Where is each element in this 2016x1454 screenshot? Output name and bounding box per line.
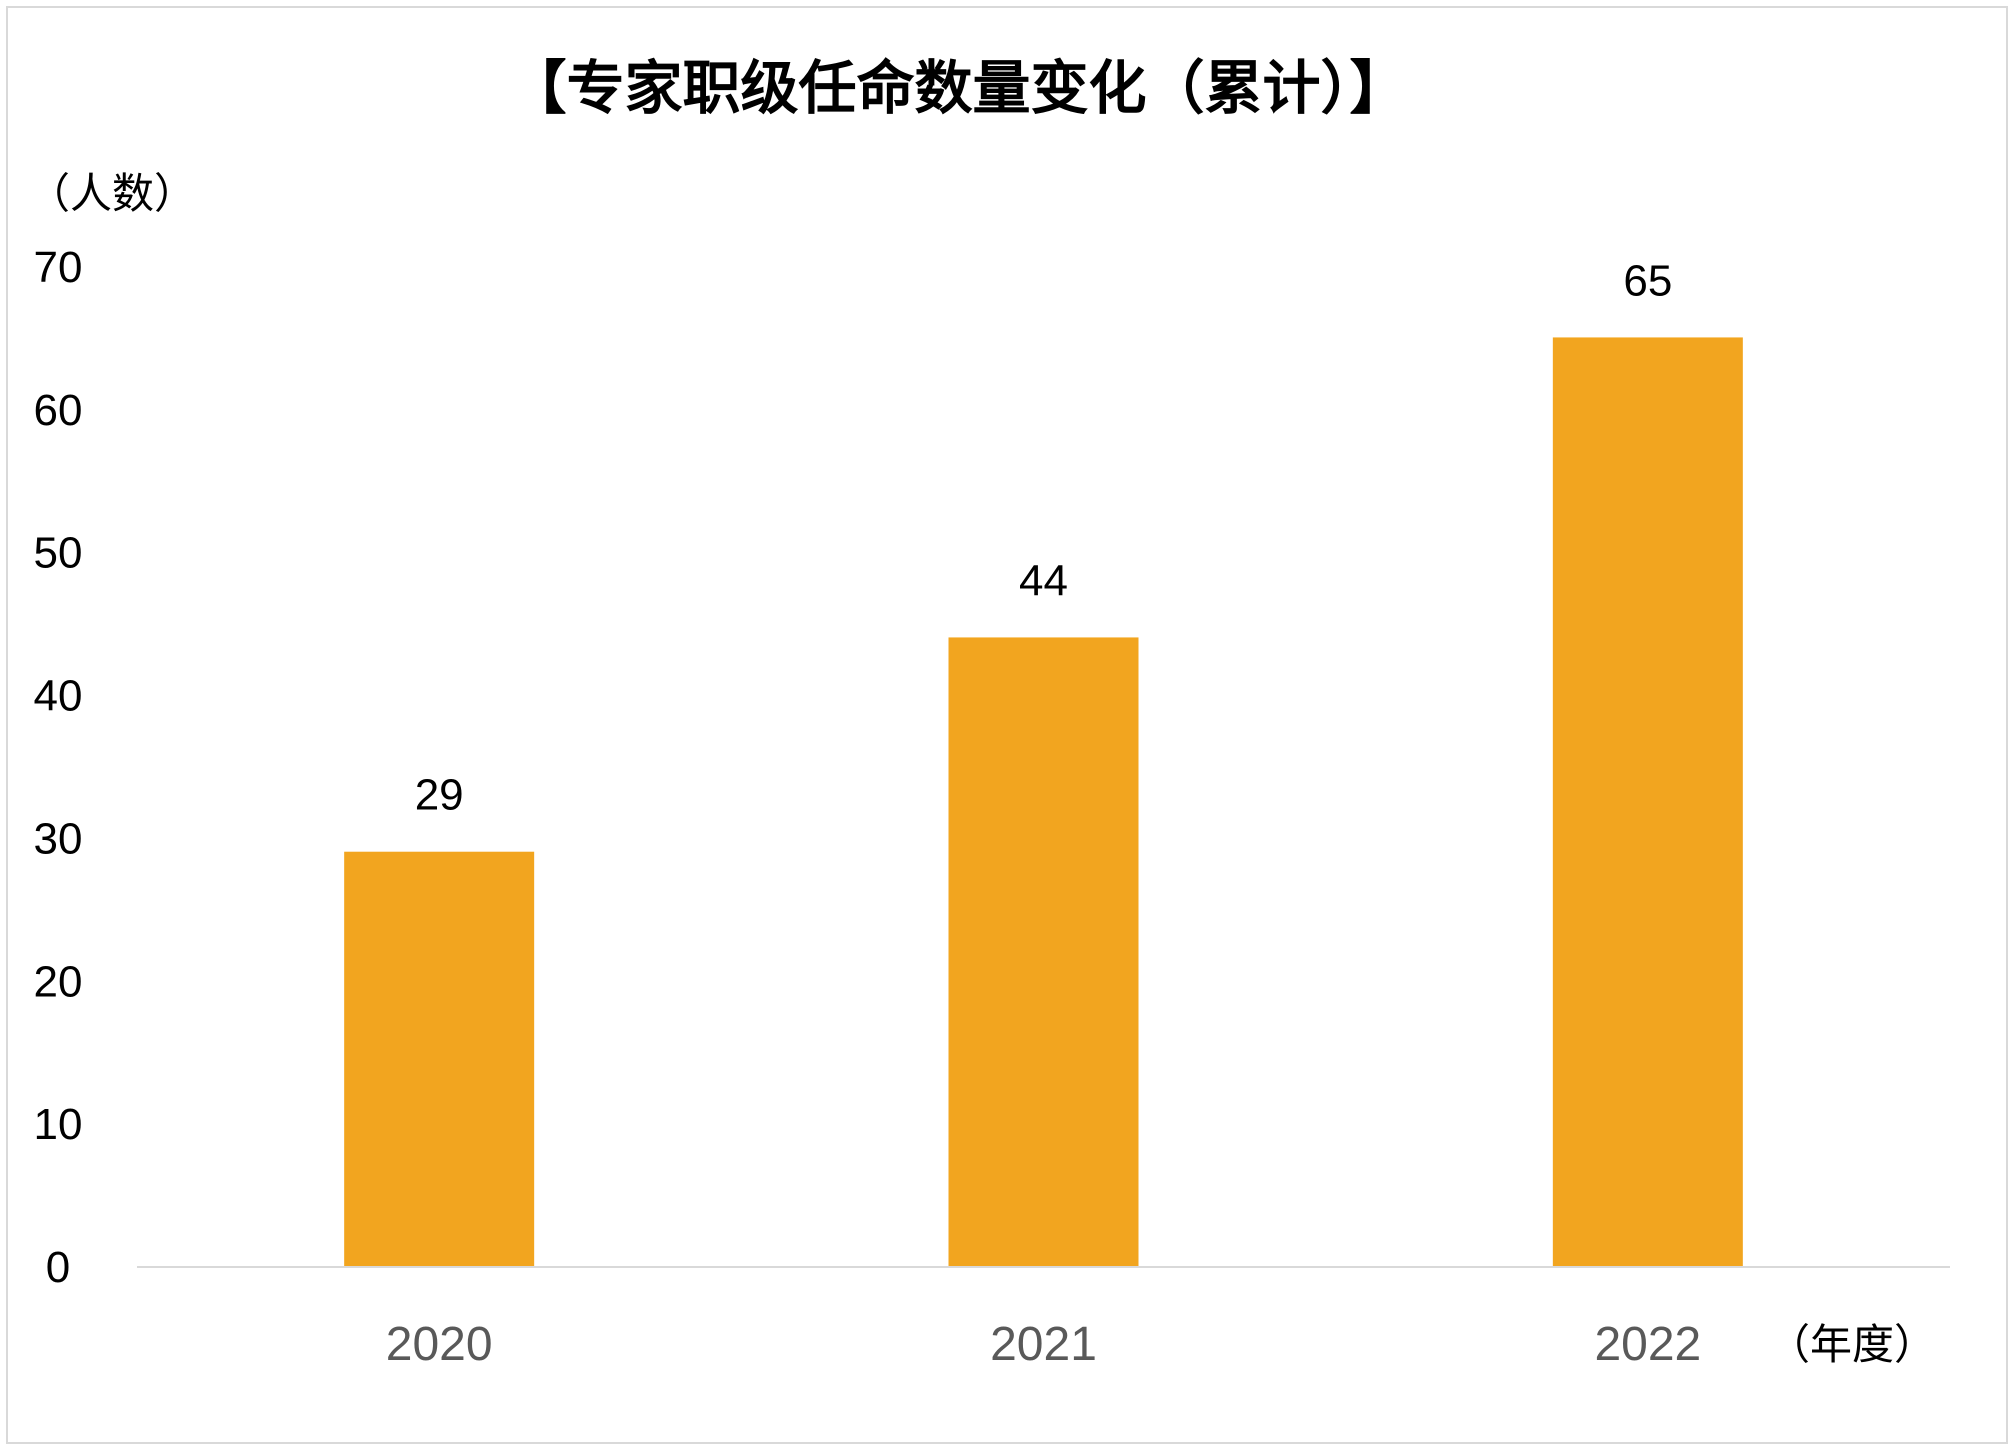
y-tick-label: 50 xyxy=(34,529,83,578)
x-axis-unit-label: （年度） xyxy=(1768,1320,1936,1369)
y-tick-label: 40 xyxy=(34,672,83,721)
data-labels: 29 44 65 xyxy=(415,256,1673,819)
y-tick-label: 20 xyxy=(34,957,83,1006)
bar-2022 xyxy=(1552,337,1743,1266)
x-axis-ticks: 2020 2021 2022 xyxy=(386,1318,1701,1371)
data-label-2022: 65 xyxy=(1623,256,1672,305)
y-tick-label: 60 xyxy=(34,386,83,435)
chart-title: 【专家职级任命数量变化（累计）】 xyxy=(508,54,1407,122)
y-tick-label: 10 xyxy=(34,1100,83,1149)
y-tick-label: 30 xyxy=(34,814,83,863)
x-tick-label-2022: 2022 xyxy=(1594,1318,1701,1371)
data-label-2020: 29 xyxy=(415,771,464,820)
y-tick-label: 0 xyxy=(46,1243,70,1292)
y-tick-label: 70 xyxy=(34,243,83,292)
y-axis-ticks: 0 10 20 30 40 50 60 70 xyxy=(34,243,83,1292)
x-tick-label-2020: 2020 xyxy=(386,1318,493,1371)
x-tick-label-2021: 2021 xyxy=(990,1318,1097,1371)
data-label-2021: 44 xyxy=(1019,556,1068,605)
bar-2020 xyxy=(344,851,535,1266)
y-axis-unit-label: （人数） xyxy=(28,169,196,218)
bar-2021 xyxy=(948,637,1139,1266)
bar-series xyxy=(344,337,1743,1266)
